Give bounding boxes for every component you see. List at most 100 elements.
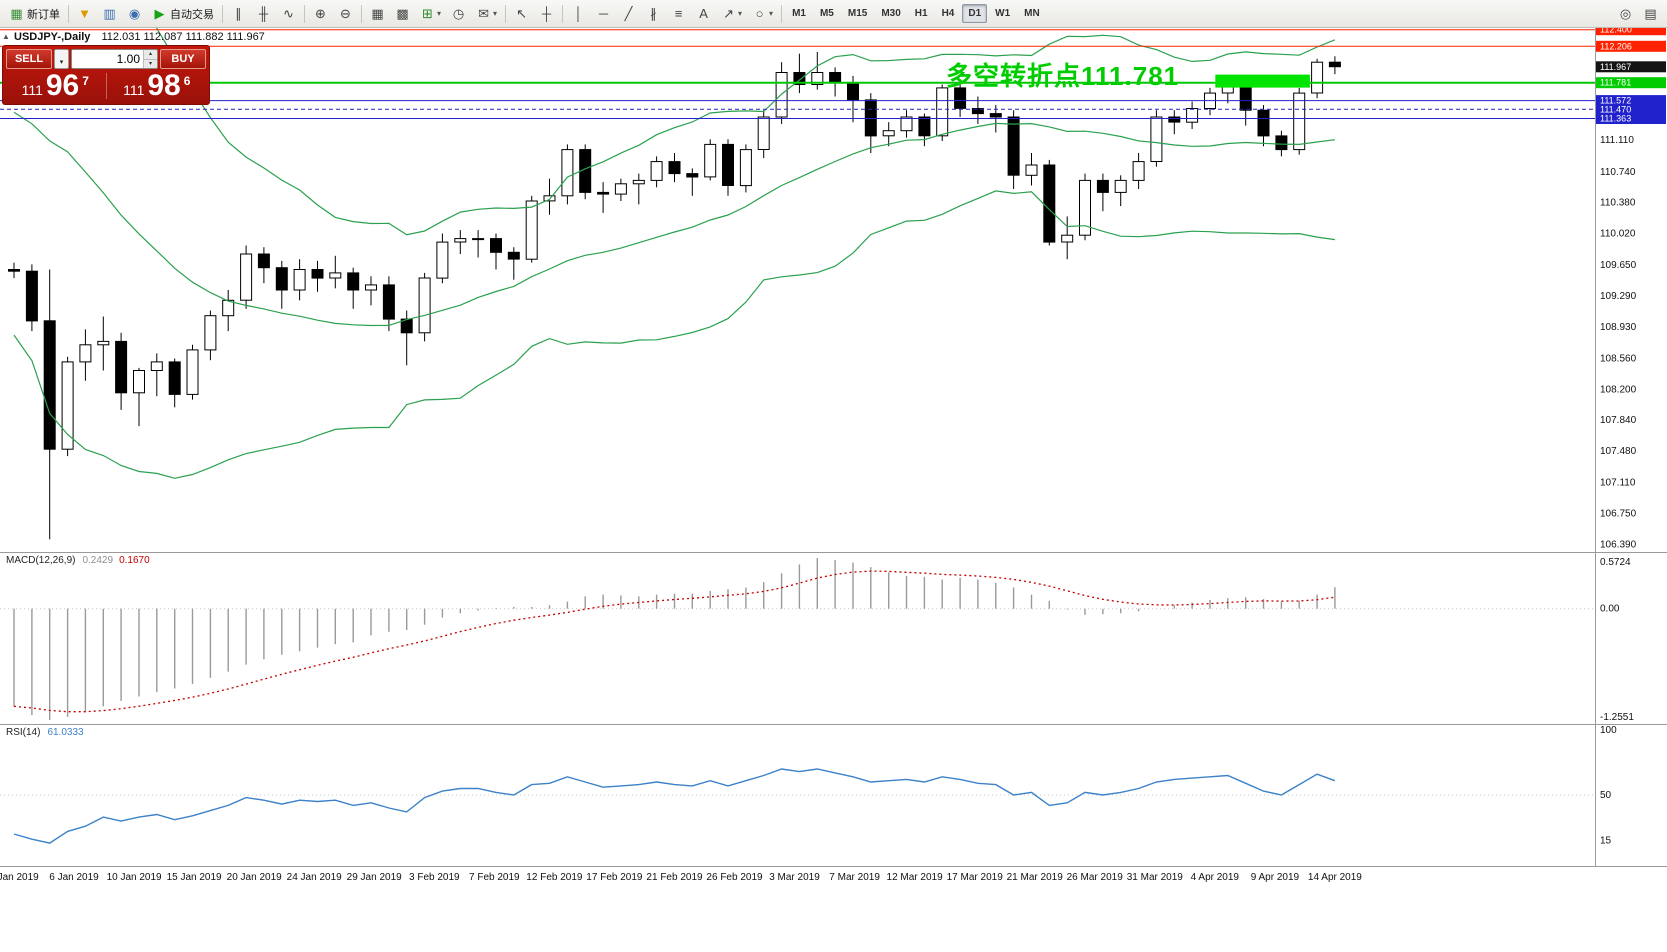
price-tag — [1596, 95, 1666, 107]
volume-dropdown-button[interactable]: ▾ — [54, 49, 69, 69]
date-label: 20 Jan 2019 — [226, 872, 282, 883]
horizontal-line-icon: ─ — [598, 6, 609, 21]
toolbar-separator — [505, 4, 507, 23]
price-tag-text: 112.400 — [1600, 28, 1632, 35]
main-price-chart[interactable]: 111.110 110.740 110.380 110.020 109.650 109.2… — [0, 28, 1667, 552]
timeframe-m5-button[interactable]: M5 — [819, 8, 834, 19]
price-label: 110.380 — [1600, 198, 1636, 209]
candle-series — [8, 52, 1341, 540]
templates-button[interactable]: ▼ — [72, 2, 97, 26]
bar-chart-button[interactable]: ∥ — [226, 2, 251, 26]
timeframe-d1-button[interactable]: D1 — [962, 4, 988, 23]
docking-button[interactable]: ▤ — [1638, 2, 1663, 26]
tile-windows-icon: ▦ — [371, 6, 384, 21]
buy-button[interactable]: BUY — [160, 49, 206, 69]
price-label: 108.200 — [1600, 384, 1637, 395]
date-label: 29 Jan 2019 — [346, 872, 402, 883]
toolbar-separator — [304, 4, 305, 23]
auto-trading-button[interactable]: ▶ 自动交易 — [147, 2, 219, 26]
price-tag-text: 111.572 — [1600, 96, 1631, 106]
line-chart-button[interactable]: ∿ — [276, 2, 301, 26]
volume-increase-button[interactable]: ▴ — [144, 50, 157, 59]
navigator-button[interactable]: ◉ — [122, 2, 147, 26]
shapes-button[interactable]: ○ ▾ — [747, 2, 778, 26]
volume-decrease-button[interactable]: ▾ — [144, 59, 157, 68]
new-order-label: 新订单 — [27, 8, 60, 21]
period-clock-button[interactable]: ◷ — [446, 2, 471, 26]
indicators-button[interactable]: ✉ ▾ — [471, 2, 502, 26]
price-tag-text: 111.967 — [1600, 62, 1631, 72]
bollinger-lower — [13, 190, 1335, 479]
equidistant-channel-button[interactable]: ∦ — [641, 2, 666, 26]
chevron-down-icon: ▾ — [493, 9, 498, 18]
timeframe-h1-button[interactable]: H1 — [914, 8, 928, 19]
cursor-button[interactable]: ↖ — [509, 2, 534, 26]
fibonacci-button[interactable]: ≡ — [666, 2, 691, 26]
cascade-windows-button[interactable]: ▩ — [390, 2, 415, 26]
sell-price-pips: 96 — [45, 69, 80, 102]
volume-field: ▴ ▾ — [71, 49, 158, 69]
price-tag — [1596, 61, 1666, 73]
toolbar-separator — [222, 4, 223, 23]
chart-area[interactable]: 111.110 110.740 110.380 110.020 109.650 109.2… — [0, 28, 1667, 952]
macd-scale[interactable]: 0.5724 0.00 -1.2551 — [1595, 552, 1635, 724]
candlestick-chart-button[interactable]: ╫ — [251, 2, 276, 26]
sell-price-main: 111 — [21, 82, 43, 98]
zoom-out-button[interactable]: ⊖ — [333, 2, 358, 26]
sell-price-display[interactable]: 111 96 7 — [6, 71, 105, 101]
timeframe-m30-button[interactable]: M30 — [881, 8, 901, 19]
trendline-button[interactable]: ╱ — [616, 2, 641, 26]
new-order-button[interactable]: ▦ 新订单 — [4, 2, 65, 26]
date-label: 3 Mar 2019 — [769, 872, 820, 883]
timeframe-mn-button[interactable]: MN — [1024, 8, 1040, 19]
rsi-panel[interactable]: 100 50 15 — [0, 724, 1667, 866]
auto-trading-icon: ▶ — [154, 6, 165, 21]
volume-stepper: ▴ ▾ — [143, 50, 157, 68]
price-tag — [1596, 77, 1666, 89]
timeframe-w1-button[interactable]: W1 — [995, 8, 1011, 19]
zoom-in-button[interactable]: ⊕ — [308, 2, 333, 26]
time-axis[interactable]: 1 Jan 2019 6 Jan 2019 10 Jan 2019 15 Jan 20… — [0, 866, 1667, 891]
symbol-period-label: USDJPY-,Daily — [14, 31, 91, 43]
macd-signal-line — [13, 570, 1335, 713]
tile-windows-button[interactable]: ▦ — [365, 2, 390, 26]
toolbar-separator — [781, 4, 783, 23]
volume-input[interactable] — [72, 50, 143, 68]
trendline-icon: ╱ — [624, 6, 633, 21]
rsi-scale[interactable]: 100 50 15 — [1595, 724, 1618, 866]
templates-icon: ▼ — [78, 6, 91, 21]
market-watch-button[interactable]: ▥ — [97, 2, 122, 26]
buy-price-pips: 98 — [147, 69, 181, 102]
text-button[interactable]: A — [691, 2, 716, 26]
highlight-bar[interactable] — [1215, 74, 1310, 88]
date-label: 17 Mar 2019 — [946, 872, 1003, 883]
horizontal-line-button[interactable]: ─ — [591, 2, 616, 26]
vertical-line-button[interactable]: │ — [566, 2, 591, 26]
svg-text:50: 50 — [1600, 790, 1612, 801]
search-button[interactable]: ◎ — [1613, 2, 1638, 26]
date-label: 17 Feb 2019 — [586, 872, 643, 883]
bollinger-bands — [13, 28, 1336, 479]
timeframe-h4-button[interactable]: H4 — [941, 8, 955, 19]
rsi-line — [13, 768, 1336, 844]
horizontal-lines[interactable] — [0, 29, 1595, 119]
chevron-down-icon: ▾ — [738, 9, 743, 18]
timeframe-m15-button[interactable]: M15 — [847, 8, 868, 19]
price-label: 107.480 — [1600, 446, 1637, 457]
price-label: 106.750 — [1600, 509, 1637, 520]
crosshair-button[interactable]: ┼ — [534, 2, 559, 26]
vertical-line-icon: │ — [574, 6, 583, 21]
price-scale[interactable]: 111.110 110.740 110.380 110.020 109.650 109.2… — [1595, 28, 1667, 552]
navigator-icon: ◉ — [128, 6, 141, 21]
text-icon: A — [699, 6, 708, 21]
arrows-button[interactable]: ↗ ▾ — [716, 2, 747, 26]
bar-chart-icon: ∥ — [235, 6, 242, 21]
buy-price-display[interactable]: 111 98 6 — [108, 71, 207, 101]
macd-histogram — [13, 558, 1336, 720]
price-label: 109.290 — [1600, 291, 1637, 302]
macd-panel[interactable]: 0.5724 0.00 -1.2551 — [0, 552, 1667, 724]
sell-button[interactable]: SELL — [6, 49, 52, 69]
collapse-panel-button[interactable]: ▲ — [2, 32, 10, 41]
new-chart-button[interactable]: ⊞ ▾ — [415, 2, 446, 26]
timeframe-m1-button[interactable]: M1 — [792, 8, 806, 19]
